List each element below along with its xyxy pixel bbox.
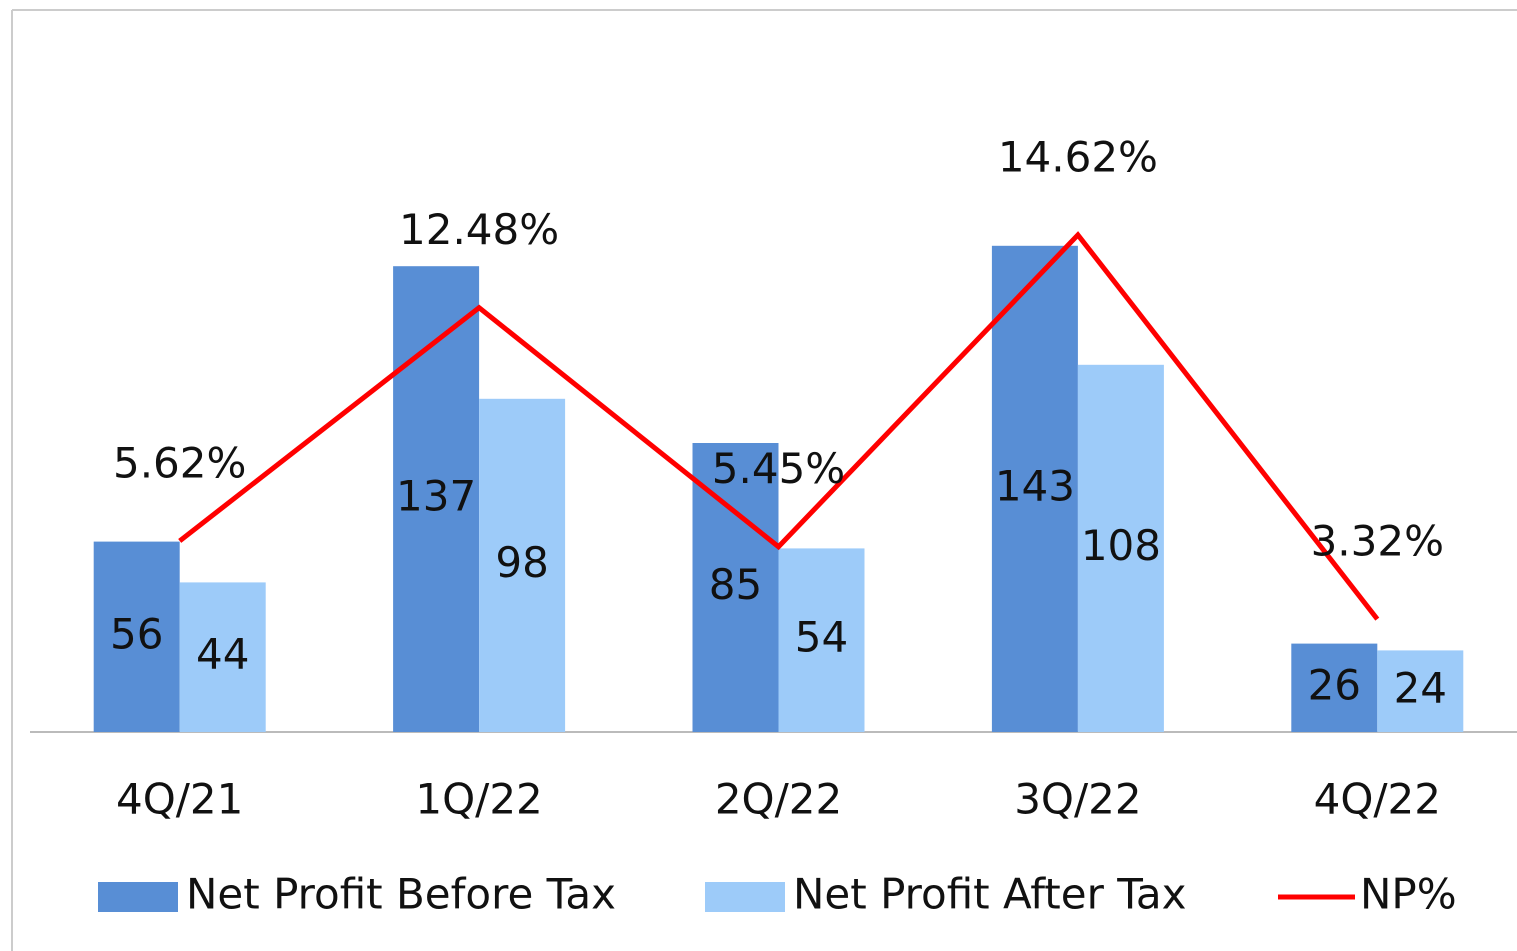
bar-value-label: 24 — [1394, 664, 1447, 713]
bar-value-label: 26 — [1308, 660, 1361, 709]
bar-value-label: 54 — [795, 613, 848, 662]
legend-label: Net Profit Before Tax — [186, 870, 616, 919]
x-tick-label: 4Q/22 — [1314, 775, 1441, 824]
line-value-label: 14.62% — [998, 132, 1158, 181]
bar-value-label: 98 — [495, 538, 548, 587]
x-tick-label: 1Q/22 — [415, 775, 542, 824]
bar-value-label: 137 — [396, 472, 476, 521]
bar — [93, 541, 180, 732]
bar — [778, 548, 865, 732]
legend-label: NP% — [1360, 870, 1457, 919]
bar — [991, 245, 1078, 733]
bar — [479, 398, 566, 732]
legend-label: Net Profit After Tax — [793, 870, 1186, 919]
bar-value-label: 56 — [110, 609, 163, 658]
bar-value-label: 44 — [196, 630, 249, 679]
np-line — [178, 231, 1380, 621]
bar-value-label: 85 — [709, 560, 762, 609]
bar — [1077, 364, 1164, 732]
line-value-label: 5.62% — [113, 438, 246, 487]
x-tick-label: 4Q/21 — [116, 775, 243, 824]
line-value-label: 5.45% — [712, 444, 845, 493]
legend-swatch — [705, 882, 785, 912]
legend-swatch — [98, 882, 178, 912]
bar — [1291, 643, 1378, 732]
line-value-label: 12.48% — [399, 205, 559, 254]
line-value-label: 3.32% — [1311, 517, 1444, 566]
bar — [1377, 650, 1464, 732]
bar-value-label: 143 — [995, 461, 1075, 510]
bar-value-label: 108 — [1081, 521, 1161, 570]
bar — [179, 582, 266, 732]
x-tick-label: 2Q/22 — [715, 775, 842, 824]
x-tick-label: 3Q/22 — [1014, 775, 1141, 824]
